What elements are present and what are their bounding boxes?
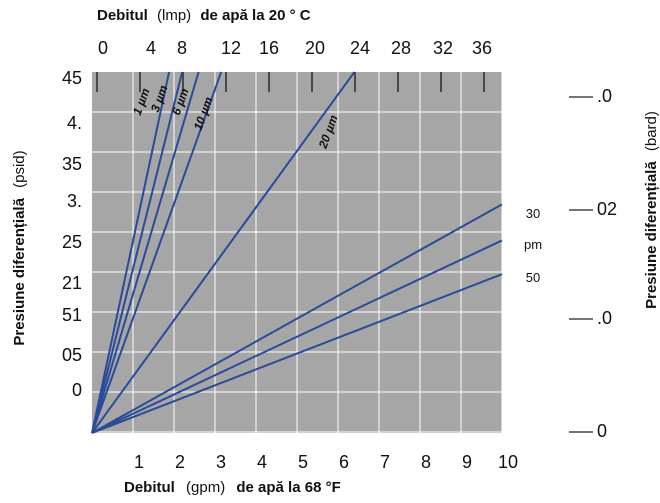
right-tick-label: 0 xyxy=(597,421,607,441)
left-axis-title: Presiune diferențială (psid) xyxy=(11,150,28,345)
top-tick-label: 32 xyxy=(433,38,453,58)
top-tick-label: 20 xyxy=(305,38,325,58)
series-line xyxy=(91,71,200,434)
left-tick-label: 4. xyxy=(67,113,82,133)
series-lines xyxy=(91,71,503,434)
top-axis-title: Debitul (lmp) de apă la 20 ° C xyxy=(97,7,311,24)
bottom-axis-title: Debitul (gpm) de apă la 68 °F xyxy=(124,479,341,496)
bottom-tick-label: 1 xyxy=(134,452,144,472)
side-label: 30 xyxy=(526,206,540,221)
bottom-tick-label: 9 xyxy=(462,452,472,472)
series-line xyxy=(91,71,356,434)
bottom-tick-label: 7 xyxy=(380,452,390,472)
side-labels: 30 pm 50 xyxy=(524,206,542,285)
right-tick-label: 02 xyxy=(597,199,617,219)
bottom-tick-label: 10 xyxy=(498,452,518,472)
right-axis-title: Presiune diferențială (bard) xyxy=(643,111,660,309)
right-tick-label: .0 xyxy=(597,86,612,106)
series-line xyxy=(91,71,223,434)
left-tick-label: 35 xyxy=(62,154,82,174)
bottom-tick-label: 3 xyxy=(216,452,226,472)
series-line xyxy=(91,203,503,434)
left-tick-labels: 45 4. 35 3. 25 21 51 05 0 xyxy=(62,68,82,400)
series-line xyxy=(91,273,503,434)
bottom-tick-label: 4 xyxy=(257,452,267,472)
side-label: 50 xyxy=(526,270,540,285)
top-tick-labels: 0 4 8 12 16 20 24 28 32 36 xyxy=(98,38,492,58)
top-tick-label: 4 xyxy=(146,38,156,58)
series-line xyxy=(91,71,171,434)
left-tick-label: 21 xyxy=(62,273,82,293)
top-tick-label: 12 xyxy=(221,38,241,58)
left-tick-label: 05 xyxy=(62,345,82,365)
bottom-tick-label: 8 xyxy=(421,452,431,472)
left-tick-label: 25 xyxy=(62,232,82,252)
left-tick-label: 0 xyxy=(72,380,82,400)
bottom-tick-label: 6 xyxy=(339,452,349,472)
top-tick-marks xyxy=(96,72,485,92)
top-tick-label: 24 xyxy=(350,38,370,58)
left-tick-label: 3. xyxy=(67,191,82,211)
top-tick-label: 0 xyxy=(98,38,108,58)
grid xyxy=(92,72,503,433)
series-line xyxy=(91,239,503,434)
left-tick-label: 51 xyxy=(62,305,82,325)
right-axis-ticks: .0 02 .0 0 xyxy=(569,86,617,441)
side-label: pm xyxy=(524,237,542,252)
series-line xyxy=(91,71,184,434)
top-tick-label: 36 xyxy=(472,38,492,58)
top-tick-label: 28 xyxy=(391,38,411,58)
bottom-tick-label: 2 xyxy=(175,452,185,472)
top-tick-label: 8 xyxy=(177,38,187,58)
top-tick-label: 16 xyxy=(259,38,279,58)
bottom-tick-labels: 1 2 3 4 5 6 7 8 9 10 xyxy=(134,452,518,472)
right-tick-label: .0 xyxy=(597,308,612,328)
bottom-tick-label: 5 xyxy=(298,452,308,472)
left-tick-label: 45 xyxy=(62,68,82,88)
